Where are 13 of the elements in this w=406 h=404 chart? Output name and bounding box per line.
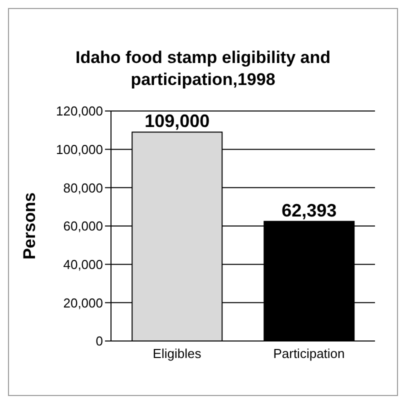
y-tick-label: 100,000	[56, 142, 103, 157]
y-tick-label: 0	[96, 334, 103, 349]
y-tick-label: 80,000	[63, 180, 103, 196]
y-tick-label: 20,000	[63, 295, 103, 310]
y-tick-label: 40,000	[63, 256, 103, 272]
x-tick-label: Participation	[273, 346, 345, 362]
chart-title: Idaho food stamp eligibility and participation,1998	[74, 47, 332, 91]
data-label: 109,000	[144, 111, 210, 132]
x-tick-label: Eligibles	[152, 346, 202, 362]
data-label: 62,393	[282, 200, 337, 220]
y-axis-title: Persons	[20, 192, 40, 260]
y-tick-label: 120,000	[56, 104, 103, 119]
y-tick-label: 60,000	[63, 218, 103, 234]
